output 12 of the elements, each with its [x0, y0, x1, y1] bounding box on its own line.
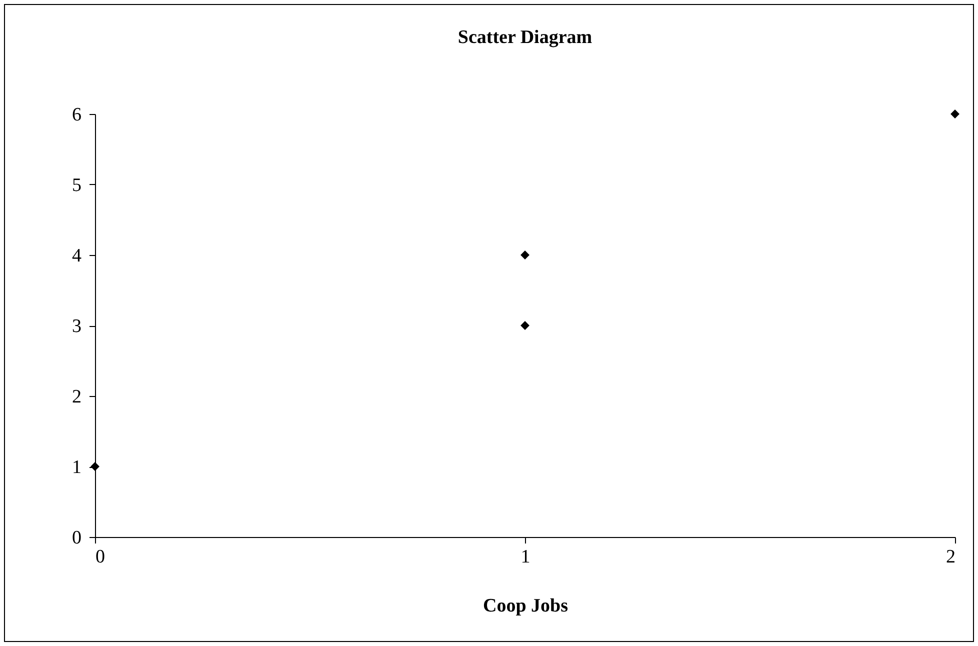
x-axis-title: Coop Jobs — [483, 596, 568, 616]
y-tick-label: 5 — [72, 175, 82, 196]
x-tick-label: 2 — [946, 546, 956, 568]
y-tick-label: 4 — [72, 246, 82, 266]
y-tick-label: 1 — [72, 457, 82, 478]
chart-title: Scatter Diagram — [458, 27, 592, 48]
y-tick-label: 6 — [72, 104, 82, 126]
x-tick-label: 1 — [520, 546, 530, 568]
y-tick-label: 0 — [72, 528, 82, 548]
y-tick-label: 3 — [72, 316, 82, 337]
x-tick-label: 0 — [96, 546, 105, 568]
y-tick-label: 2 — [72, 386, 82, 408]
